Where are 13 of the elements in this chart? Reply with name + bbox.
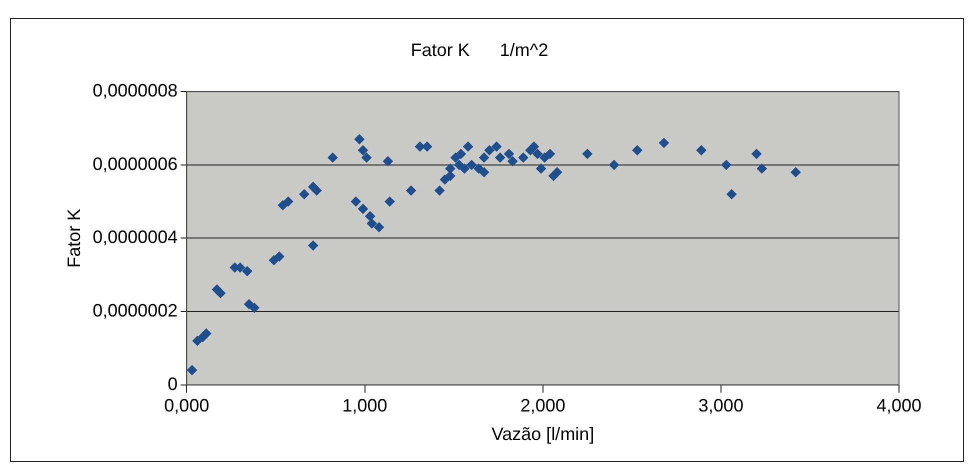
y-tick-label: 0 bbox=[168, 374, 178, 394]
x-axis-title: Vazão [l/min] bbox=[491, 424, 594, 444]
x-tick-label: 2,000 bbox=[520, 396, 566, 416]
x-tick-label: 0,000 bbox=[164, 396, 210, 416]
y-tick-label: 0,0000006 bbox=[92, 154, 178, 174]
y-tick-label: 0,0000008 bbox=[92, 80, 178, 101]
x-tick-label: 1,000 bbox=[342, 396, 388, 416]
x-tick-label: 4,000 bbox=[876, 396, 922, 416]
x-tick-label: 3,000 bbox=[698, 396, 744, 416]
y-tick-label: 0,0000004 bbox=[92, 227, 178, 248]
chart-title: Fator K 1/m^2 bbox=[410, 40, 548, 60]
y-tick-label: 0,0000002 bbox=[92, 300, 178, 320]
y-axis-title: Fator K bbox=[64, 208, 84, 268]
